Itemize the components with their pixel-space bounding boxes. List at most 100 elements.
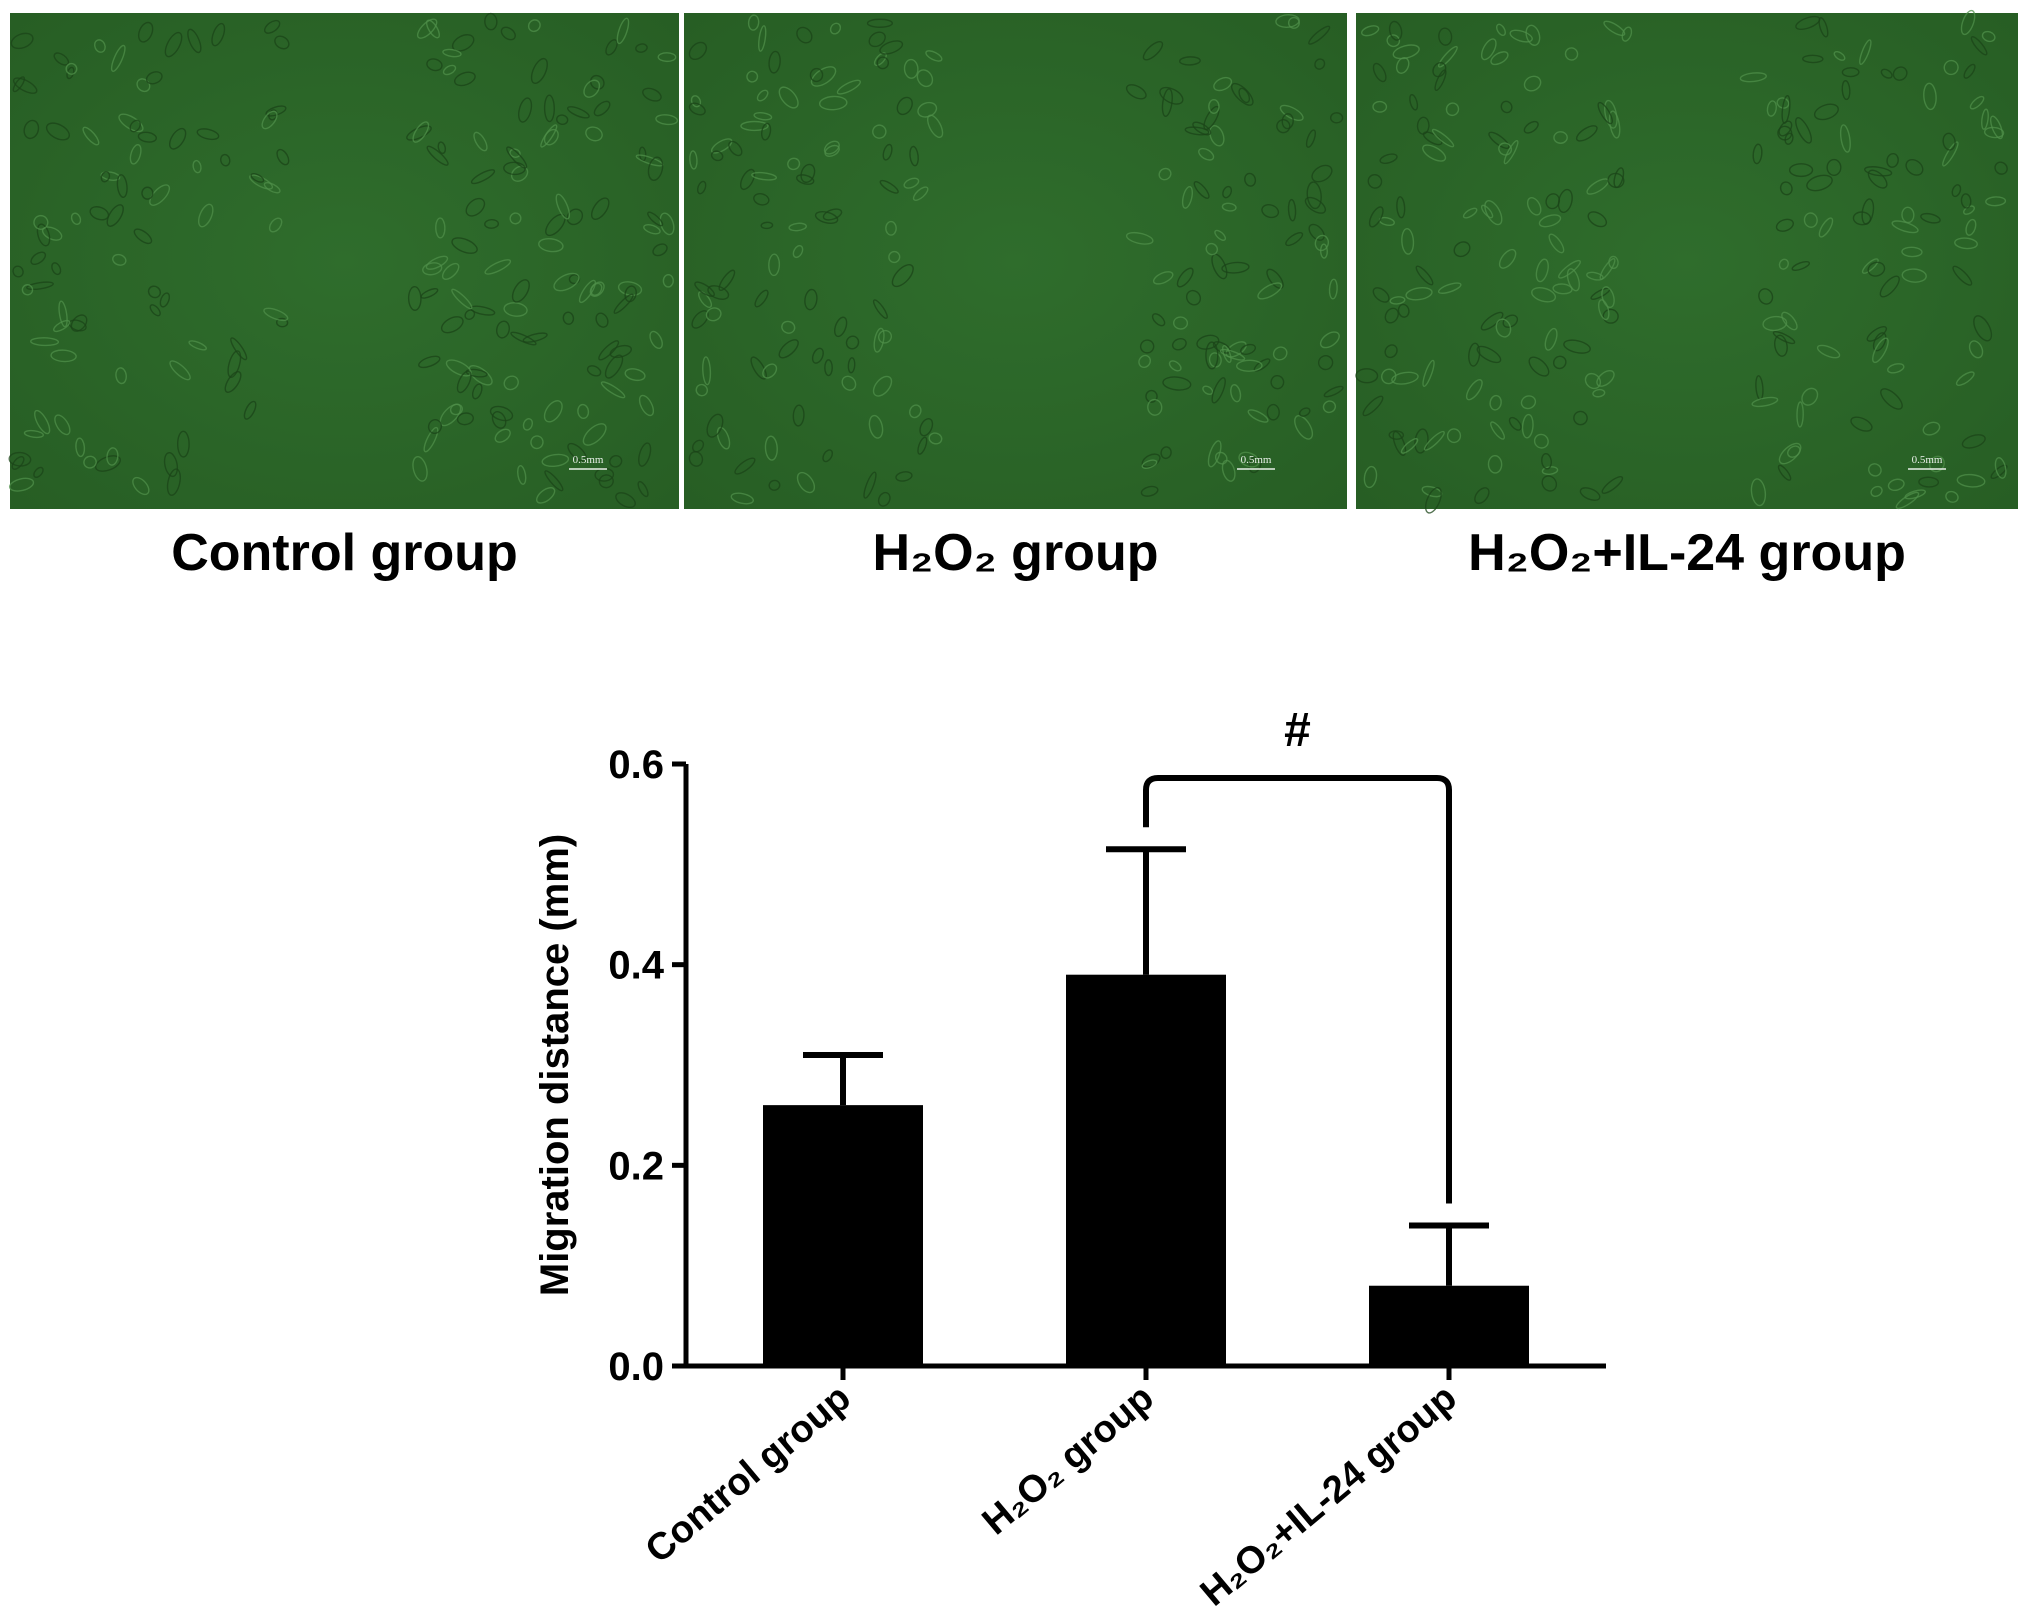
cell bbox=[1803, 212, 1818, 228]
cell bbox=[243, 400, 257, 420]
cell bbox=[1476, 345, 1502, 364]
cell bbox=[115, 367, 127, 385]
cell bbox=[585, 126, 603, 142]
cell bbox=[1372, 100, 1388, 113]
cell bbox=[1446, 428, 1462, 444]
cell bbox=[83, 455, 97, 469]
cell bbox=[23, 429, 44, 439]
cell bbox=[595, 312, 609, 328]
cell bbox=[1498, 142, 1513, 156]
cell bbox=[1945, 490, 1959, 503]
cell bbox=[418, 355, 441, 369]
cell bbox=[250, 172, 265, 183]
cell bbox=[829, 22, 842, 35]
cell bbox=[1367, 174, 1383, 189]
cell bbox=[187, 28, 202, 54]
cell bbox=[750, 356, 767, 380]
cell bbox=[762, 363, 778, 379]
cell bbox=[912, 186, 929, 201]
cell bbox=[1928, 455, 1945, 473]
cell bbox=[1880, 388, 1903, 410]
cell bbox=[1750, 478, 1767, 507]
cell bbox=[33, 466, 44, 479]
cell bbox=[1490, 421, 1505, 440]
micrograph: 0.5mm bbox=[8, 12, 679, 509]
cell bbox=[1553, 355, 1567, 370]
cell bbox=[1304, 196, 1327, 214]
cell bbox=[796, 471, 816, 494]
cell bbox=[778, 86, 799, 109]
cell bbox=[1176, 267, 1194, 288]
cell bbox=[1384, 344, 1398, 359]
cell bbox=[1784, 132, 1794, 145]
cell bbox=[1994, 457, 2007, 479]
cell bbox=[169, 360, 191, 381]
cell bbox=[1405, 287, 1433, 301]
cell bbox=[75, 437, 86, 458]
cell bbox=[1597, 101, 1614, 125]
cell bbox=[106, 447, 119, 466]
cell bbox=[796, 174, 815, 185]
cell bbox=[691, 439, 705, 453]
cell bbox=[197, 203, 214, 228]
cell bbox=[453, 71, 476, 87]
cell bbox=[1474, 487, 1490, 505]
scale-bar-label: 0.5mm bbox=[1912, 454, 1943, 466]
cell bbox=[422, 262, 443, 276]
cell bbox=[1416, 116, 1430, 135]
panel-label: H₂O₂ group bbox=[873, 524, 1159, 582]
cell bbox=[1864, 166, 1893, 177]
cell bbox=[1221, 344, 1232, 363]
cell bbox=[1285, 231, 1304, 247]
cell bbox=[1965, 218, 1977, 236]
cell bbox=[58, 300, 68, 328]
cell bbox=[925, 50, 943, 62]
cell bbox=[1544, 327, 1558, 351]
cell bbox=[882, 143, 893, 161]
cell bbox=[688, 102, 706, 116]
cell bbox=[1322, 400, 1337, 414]
cell bbox=[1152, 271, 1174, 285]
cell bbox=[768, 50, 781, 74]
cell bbox=[811, 347, 824, 364]
y-tick-label: 0.2 bbox=[608, 1144, 664, 1188]
cell bbox=[787, 157, 801, 171]
cell bbox=[100, 171, 121, 181]
cell bbox=[530, 57, 548, 85]
cell bbox=[1487, 455, 1503, 474]
cell bbox=[159, 292, 171, 308]
cell bbox=[1178, 56, 1201, 66]
cell bbox=[220, 153, 231, 167]
cell bbox=[553, 272, 580, 292]
cell bbox=[1266, 403, 1280, 421]
cell bbox=[702, 356, 712, 386]
cell bbox=[1520, 395, 1537, 410]
cell bbox=[707, 285, 730, 300]
cell bbox=[503, 161, 526, 176]
cell bbox=[556, 114, 569, 125]
cell bbox=[1887, 478, 1905, 491]
cell bbox=[1521, 413, 1534, 439]
cell bbox=[407, 285, 422, 311]
cell bbox=[822, 449, 834, 463]
cell bbox=[1168, 360, 1182, 372]
cell bbox=[1867, 261, 1886, 277]
cell bbox=[613, 293, 634, 314]
cell bbox=[500, 26, 516, 41]
cell bbox=[1465, 379, 1483, 401]
cell bbox=[1575, 125, 1598, 142]
cell bbox=[1138, 354, 1152, 369]
cell bbox=[1306, 181, 1322, 210]
cell bbox=[1778, 258, 1789, 270]
cell bbox=[494, 428, 511, 443]
cell bbox=[1535, 258, 1549, 283]
cell bbox=[1298, 407, 1311, 417]
cell bbox=[1886, 152, 1899, 168]
cell bbox=[33, 214, 49, 230]
panel-label: H₂O₂+IL-24 group bbox=[1468, 524, 1906, 582]
cell bbox=[1392, 430, 1407, 457]
cell bbox=[1887, 363, 1905, 374]
cell bbox=[1261, 204, 1280, 219]
panel-label: Control group bbox=[171, 524, 518, 582]
cell bbox=[710, 150, 724, 162]
